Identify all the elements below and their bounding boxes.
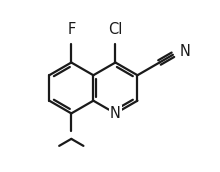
Text: F: F (67, 22, 75, 37)
Text: N: N (110, 106, 121, 121)
Text: Cl: Cl (108, 22, 123, 37)
Text: N: N (179, 44, 190, 58)
